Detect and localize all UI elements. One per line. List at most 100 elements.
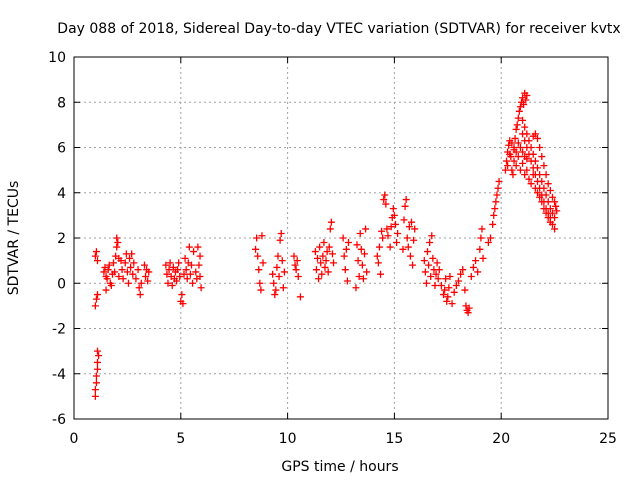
data-point bbox=[123, 268, 131, 276]
data-point bbox=[525, 150, 533, 158]
data-point bbox=[176, 272, 184, 280]
data-point bbox=[93, 365, 101, 373]
data-point bbox=[405, 223, 413, 231]
data-point bbox=[187, 261, 195, 269]
data-point bbox=[92, 248, 100, 256]
data-point bbox=[402, 196, 410, 204]
data-point bbox=[181, 254, 189, 262]
data-point bbox=[516, 166, 524, 174]
data-point bbox=[410, 236, 418, 244]
data-point bbox=[279, 284, 287, 292]
data-point bbox=[531, 171, 539, 179]
data-point bbox=[92, 372, 100, 380]
data-point bbox=[465, 304, 473, 312]
data-point bbox=[495, 177, 503, 185]
data-point bbox=[180, 270, 188, 278]
data-point bbox=[494, 184, 502, 192]
data-point bbox=[91, 252, 99, 260]
data-point bbox=[360, 250, 368, 258]
data-point bbox=[179, 300, 187, 308]
data-point bbox=[192, 268, 200, 276]
data-point bbox=[546, 186, 554, 194]
data-point bbox=[271, 291, 279, 299]
data-point bbox=[445, 284, 453, 292]
data-point bbox=[515, 107, 523, 115]
data-point bbox=[189, 279, 197, 287]
data-point bbox=[294, 272, 302, 280]
data-point bbox=[383, 225, 391, 233]
data-point bbox=[479, 254, 487, 262]
y-tick-label: 4 bbox=[57, 186, 66, 202]
data-point bbox=[477, 234, 485, 242]
data-point bbox=[394, 229, 402, 237]
data-point bbox=[278, 257, 286, 265]
data-point bbox=[363, 268, 371, 276]
data-point bbox=[441, 286, 449, 294]
data-point bbox=[316, 243, 324, 251]
data-point bbox=[115, 272, 123, 280]
y-tick-label: 0 bbox=[57, 276, 66, 292]
data-point bbox=[344, 239, 352, 247]
data-point bbox=[432, 270, 440, 278]
data-point bbox=[538, 191, 546, 199]
data-point bbox=[92, 295, 100, 303]
y-tick-label: 8 bbox=[57, 95, 66, 111]
data-point bbox=[446, 272, 454, 280]
data-point bbox=[531, 130, 539, 138]
y-axis-label: SDTVAR / TECUs bbox=[6, 181, 22, 296]
data-point bbox=[464, 309, 472, 317]
data-point bbox=[353, 241, 361, 249]
data-point bbox=[107, 282, 115, 290]
data-point bbox=[270, 279, 278, 287]
data-point bbox=[137, 279, 145, 287]
data-point bbox=[516, 144, 524, 151]
data-point bbox=[508, 139, 516, 147]
data-point bbox=[134, 266, 142, 274]
data-point bbox=[291, 261, 299, 269]
data-point bbox=[114, 239, 122, 247]
data-point bbox=[529, 164, 537, 172]
data-point bbox=[127, 263, 135, 271]
data-point bbox=[183, 275, 191, 283]
data-point bbox=[129, 270, 137, 278]
data-point bbox=[140, 261, 148, 269]
y-tick-label: -2 bbox=[52, 322, 66, 338]
data-point bbox=[452, 282, 460, 290]
data-point bbox=[478, 225, 486, 233]
data-point bbox=[519, 159, 527, 167]
data-point bbox=[103, 275, 111, 283]
data-point bbox=[314, 254, 322, 262]
data-point bbox=[435, 266, 443, 274]
data-point bbox=[341, 266, 349, 274]
data-point bbox=[355, 272, 363, 280]
data-point bbox=[514, 114, 522, 122]
data-point bbox=[534, 189, 542, 197]
data-point bbox=[324, 268, 332, 276]
data-point bbox=[536, 144, 544, 151]
data-points bbox=[91, 89, 561, 400]
data-point bbox=[374, 259, 382, 267]
data-point bbox=[377, 270, 385, 278]
data-point bbox=[421, 268, 429, 276]
data-point bbox=[521, 137, 529, 145]
data-point bbox=[508, 166, 516, 174]
data-point bbox=[254, 252, 262, 260]
data-point bbox=[145, 268, 153, 276]
data-point bbox=[510, 144, 518, 151]
y-tick-label: 6 bbox=[57, 141, 66, 157]
data-point bbox=[389, 205, 397, 213]
data-point bbox=[523, 166, 531, 174]
data-point bbox=[327, 218, 335, 226]
data-point bbox=[399, 245, 407, 253]
data-point bbox=[491, 205, 499, 213]
data-point bbox=[352, 284, 360, 292]
data-point bbox=[118, 266, 126, 274]
data-point bbox=[536, 184, 544, 192]
data-point bbox=[489, 220, 497, 228]
data-point bbox=[362, 225, 370, 233]
data-point bbox=[162, 261, 170, 269]
data-point bbox=[91, 392, 99, 400]
data-point bbox=[512, 148, 520, 156]
